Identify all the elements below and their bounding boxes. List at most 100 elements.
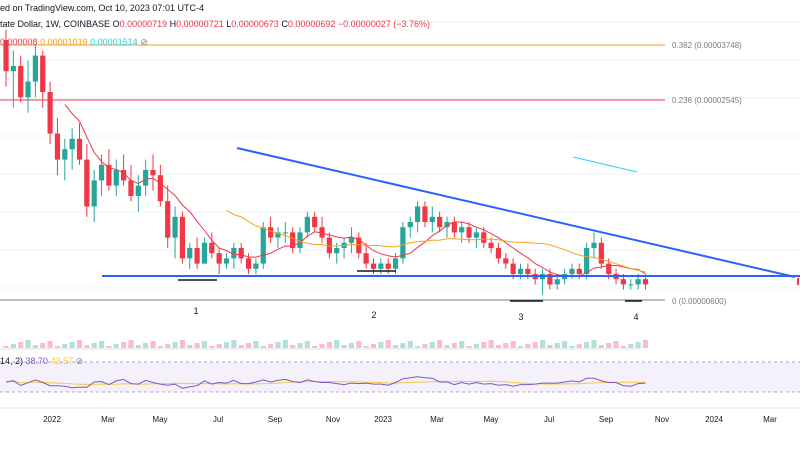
x-tick-label: 2023 [374, 415, 392, 424]
volume-bar [62, 344, 68, 348]
volume-bar [18, 342, 24, 348]
candle-body [525, 268, 531, 274]
eye-slash-icon[interactable]: ⊘ [75, 356, 84, 366]
bottom-number-label: 2 [371, 310, 376, 320]
candle-body [547, 274, 553, 285]
candle-body [437, 216, 443, 228]
candle-body [194, 248, 200, 264]
volume-bar [319, 344, 325, 348]
volume-bar [400, 343, 406, 348]
ma-orange-value: 0.00001019 [40, 37, 88, 47]
volume-bar [253, 341, 259, 348]
candle-body [554, 279, 560, 285]
candle-body [260, 227, 266, 264]
eye-slash-icon[interactable]: ⊘ [140, 37, 148, 47]
volume-bar [10, 344, 16, 348]
fib-0382-label: 0.382 (0.00003748) [672, 41, 742, 50]
bottom-number-label: 1 [193, 306, 198, 316]
volume-bar [91, 343, 97, 348]
volume-bar [209, 346, 215, 348]
volume-bar [179, 340, 185, 348]
candle-body [201, 242, 208, 264]
candle-body [481, 232, 487, 243]
candle-body [113, 170, 119, 186]
candle-body [179, 216, 185, 259]
ma-cyan-line [572, 156, 638, 173]
x-tick-label: Mar [430, 415, 444, 424]
volume-bar [326, 342, 332, 348]
volume-bar [422, 344, 428, 348]
x-tick-label: Nov [326, 415, 340, 424]
candle-body [245, 258, 252, 269]
candle-body [495, 248, 502, 259]
volume-bar [642, 340, 649, 348]
x-tick-label: Nov [655, 415, 669, 424]
candle-body [238, 248, 244, 259]
candle-body [429, 216, 435, 222]
chart-source-line: ed on TradingView.com, Oct 10, 2023 07:0… [0, 3, 204, 13]
volume-bar [341, 345, 347, 348]
volume-bar [407, 341, 413, 348]
volume-bar [47, 341, 53, 348]
volume-bar [165, 344, 171, 348]
candle-body [510, 263, 516, 274]
volume-bar [260, 346, 266, 348]
volume-bar [532, 342, 538, 348]
candle-body [84, 159, 90, 207]
open-value: 0.00000719 [119, 19, 168, 29]
volume-bar [290, 345, 296, 348]
volume-bar [554, 343, 560, 348]
candle-body [121, 170, 127, 181]
volume-bar [584, 342, 590, 348]
volume-bar [128, 340, 134, 348]
high-value: 0.00000721 [176, 19, 224, 29]
volume-bar [473, 344, 479, 348]
candle-body [40, 55, 46, 92]
x-tick-label: Jul [544, 415, 554, 424]
close-label: C [281, 19, 288, 29]
candle-body [157, 175, 163, 202]
candle-body [297, 232, 303, 248]
bottom-number-label: 4 [633, 312, 638, 322]
ma-cyan-value: 0.00001514 [90, 37, 138, 47]
candle-body [635, 279, 641, 285]
volume-bar [201, 341, 208, 348]
volume-bar [84, 345, 90, 348]
volume-bar [370, 344, 377, 348]
published-text: ed on TradingView.com, Oct 10, 2023 07:0… [0, 3, 204, 13]
ma-red-line [64, 104, 646, 277]
x-tick-label: Sep [599, 415, 614, 424]
candle-body [304, 216, 310, 233]
candle-body [172, 216, 178, 238]
candle-body [620, 279, 626, 285]
volume-bar [304, 341, 310, 348]
candle-body [473, 232, 479, 238]
candle-body [422, 206, 428, 222]
candle-body [98, 164, 105, 181]
rsi-value: 38.70 [25, 356, 49, 366]
volume-bar [69, 342, 75, 348]
volume-bar [598, 345, 604, 348]
volume-bar [466, 346, 472, 348]
low-value: 0.00000673 [231, 19, 279, 29]
x-tick-label: May [152, 415, 167, 424]
rsi-header: 14, 2) 38.70 43.57 ⊘ [0, 356, 83, 367]
candle-body [253, 263, 259, 269]
ma-orange-line [226, 209, 646, 273]
volume-bar [488, 340, 494, 348]
x-tick-label: 2022 [43, 415, 61, 424]
rsi-band [0, 362, 800, 392]
candle-body [216, 253, 222, 264]
candle-body [282, 232, 288, 234]
candle-body [642, 279, 649, 285]
low-label: L [226, 19, 232, 29]
open-label: O [112, 19, 120, 29]
volume-bar [135, 345, 141, 348]
volume-bar [76, 340, 83, 348]
candle-body [76, 138, 83, 160]
change-value: −0.00000027 (−3.76%) [337, 19, 430, 29]
x-tick-label: Mar [763, 415, 777, 424]
volume-bar [606, 343, 612, 348]
